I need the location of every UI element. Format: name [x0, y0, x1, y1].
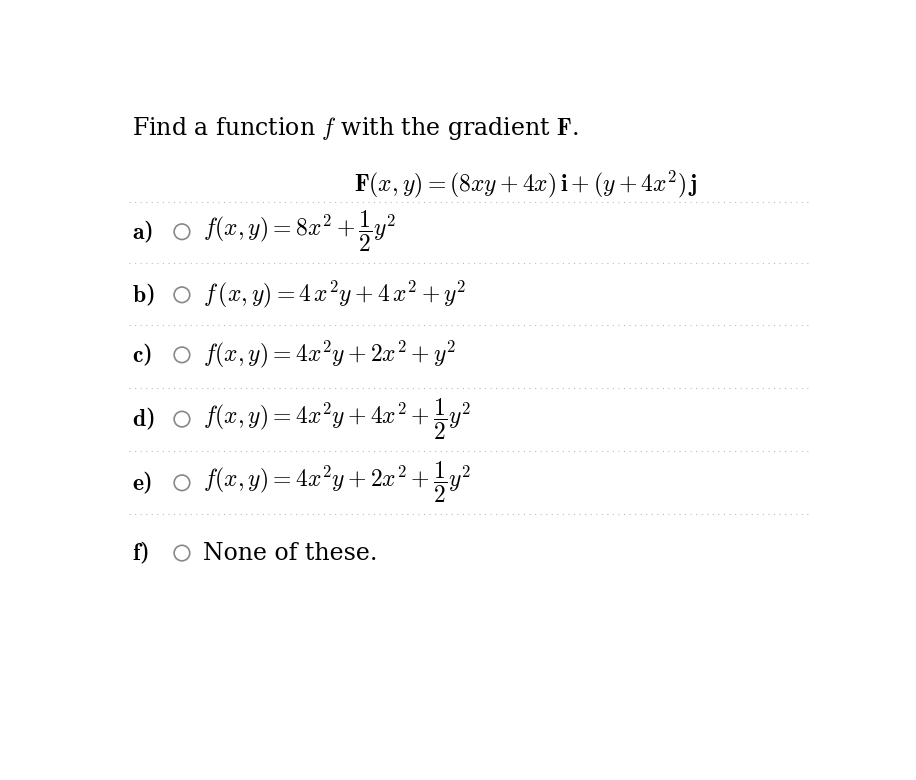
Text: None of these.: None of these. [203, 541, 377, 565]
Text: $\mathbf{F}(x, y) = (8xy + 4x)\,\mathbf{i} + (y + 4x^2)\,\mathbf{j}$: $\mathbf{F}(x, y) = (8xy + 4x)\,\mathbf{… [354, 168, 698, 200]
Text: $\mathbf{c}$): $\mathbf{c}$) [132, 342, 152, 368]
Text: $\mathbf{f}$): $\mathbf{f}$) [132, 540, 148, 566]
Text: $f(x, y) = 4x^2y + 2x^2 + y^2$: $f(x, y) = 4x^2y + 2x^2 + y^2$ [203, 339, 456, 370]
Text: $\mathbf{d}$): $\mathbf{d}$) [132, 406, 155, 432]
Text: $f(x, y) = 8x^2 + \dfrac{1}{2}y^2$: $f(x, y) = 8x^2 + \dfrac{1}{2}y^2$ [203, 209, 397, 254]
Text: $f(x, y) = 4x^2y + 2x^2 + \dfrac{1}{2}y^2$: $f(x, y) = 4x^2y + 2x^2 + \dfrac{1}{2}y^… [203, 460, 471, 505]
Text: $f\,(x, y) = 4\,x^2y + 4\,x^2 + y^2$: $f\,(x, y) = 4\,x^2y + 4\,x^2 + y^2$ [203, 279, 466, 310]
Text: $\mathbf{a}$): $\mathbf{a}$) [132, 218, 153, 245]
Text: $\mathbf{b}$): $\mathbf{b}$) [132, 282, 155, 308]
Text: Find a function $f$ with the gradient $\mathbf{F}$.: Find a function $f$ with the gradient $\… [132, 115, 579, 142]
Text: $f(x, y) = 4x^2y + 4x^2 + \dfrac{1}{2}y^2$: $f(x, y) = 4x^2y + 4x^2 + \dfrac{1}{2}y^… [203, 396, 471, 441]
Text: $\mathbf{e}$): $\mathbf{e}$) [132, 470, 153, 496]
